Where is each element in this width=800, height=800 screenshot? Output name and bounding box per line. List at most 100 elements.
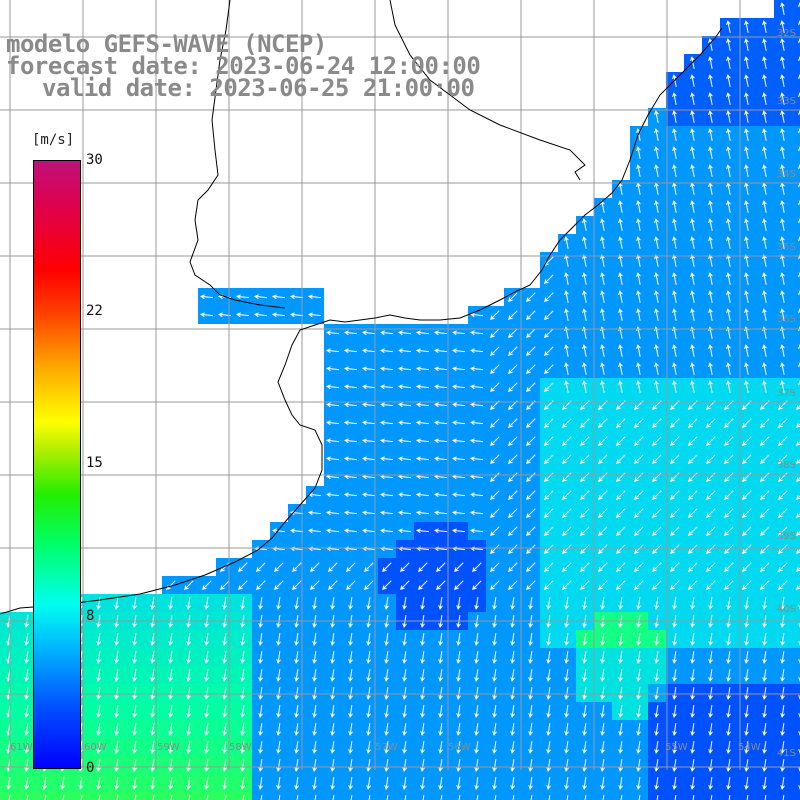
wind-arrow — [744, 200, 749, 213]
wind-cell — [792, 270, 800, 288]
wind-arrow — [186, 650, 191, 664]
wind-arrow — [114, 704, 119, 718]
wind-arrow — [652, 562, 662, 572]
wind-arrow — [796, 423, 800, 428]
wind-arrow — [582, 632, 587, 646]
wind-cell — [792, 18, 800, 36]
wind-arrow — [780, 92, 785, 105]
wind-arrow — [508, 310, 518, 320]
wind-arrow — [726, 722, 731, 736]
wind-cell — [468, 792, 486, 800]
wind-arrow — [744, 20, 749, 33]
wind-arrow — [744, 110, 749, 123]
wind-arrow — [760, 544, 770, 554]
wind-arrow — [564, 632, 569, 646]
wind-arrow — [690, 200, 695, 213]
wind-arrow — [312, 686, 317, 700]
wind-arrow — [433, 456, 448, 462]
wind-arrow — [762, 200, 767, 213]
wind-arrow — [780, 218, 785, 231]
wind-arrow — [240, 776, 245, 790]
wind-arrow — [762, 722, 767, 736]
wind-arrow — [168, 632, 173, 646]
wind-arrow — [744, 38, 749, 51]
wind-arrow — [616, 544, 626, 554]
wind-arrow — [474, 650, 479, 664]
wind-arrow — [690, 380, 695, 393]
wind-arrow — [544, 436, 554, 446]
wind-arrow — [780, 758, 785, 772]
wind-arrow — [238, 580, 248, 590]
wind-arrow — [114, 776, 119, 790]
wind-cell — [558, 792, 576, 800]
wind-cell — [288, 792, 306, 800]
wind-arrow — [240, 668, 245, 682]
wind-cell — [252, 792, 270, 800]
wind-arrow — [672, 308, 677, 321]
wind-arrow — [132, 650, 137, 664]
wind-arrow — [798, 767, 800, 772]
wind-cell — [720, 792, 738, 800]
wind-arrow — [526, 310, 536, 320]
wind-arrow — [397, 402, 412, 408]
wind-arrow — [562, 418, 572, 428]
wind-cell — [702, 792, 720, 800]
wind-arrow — [778, 526, 788, 536]
wind-cell — [198, 792, 216, 800]
wind-arrow — [778, 472, 788, 482]
wind-arrow — [526, 562, 536, 572]
wind-arrow — [96, 776, 101, 790]
lat-label: 39S — [776, 531, 796, 542]
wind-arrow — [240, 632, 245, 646]
wind-arrow — [546, 632, 551, 646]
wind-arrow — [600, 758, 605, 772]
wind-cell — [792, 126, 800, 144]
wind-arrow — [690, 218, 695, 231]
wind-arrow — [526, 418, 536, 428]
wind-arrow — [420, 686, 425, 700]
wind-arrow — [582, 722, 587, 736]
wind-arrow — [368, 794, 371, 800]
wind-arrow — [760, 526, 770, 536]
wind-arrow — [526, 508, 536, 518]
wind-arrow — [397, 348, 412, 354]
wind-arrow — [580, 526, 590, 536]
wind-arrow — [782, 794, 785, 800]
wind-arrow — [708, 776, 713, 790]
colorbar-tick-22: 22 — [86, 303, 103, 319]
wind-arrow — [744, 92, 749, 105]
wind-arrow — [744, 344, 749, 357]
wind-arrow — [397, 492, 412, 498]
wind-arrow — [546, 758, 551, 772]
wind-arrow — [451, 384, 466, 390]
wind-arrow — [690, 308, 695, 321]
wind-arrow — [634, 472, 644, 482]
wind-arrow — [294, 722, 299, 736]
wind-arrow — [546, 686, 551, 700]
wind-arrow — [433, 384, 448, 390]
wind-arrow — [706, 544, 716, 554]
wind-arrow — [62, 794, 65, 800]
wind-cell — [756, 792, 774, 800]
wind-arrow — [114, 758, 119, 772]
wind-arrow — [778, 454, 788, 464]
wind-arrow — [638, 794, 641, 800]
wind-arrow — [222, 596, 227, 610]
wind-arrow — [220, 580, 230, 590]
wind-cell — [792, 180, 800, 198]
wind-arrow — [490, 436, 500, 446]
wind-arrow — [636, 704, 641, 718]
wind-arrow — [760, 508, 770, 518]
wind-arrow — [798, 785, 800, 790]
wind-arrow — [528, 776, 533, 790]
wind-arrow — [433, 330, 448, 336]
wind-arrow — [386, 794, 389, 800]
wind-arrow — [600, 218, 605, 231]
wind-arrow — [688, 526, 698, 536]
wind-arrow — [726, 128, 731, 141]
wind-arrow — [490, 544, 500, 554]
wind-arrow — [798, 677, 800, 682]
wind-arrow — [294, 740, 299, 754]
wind-arrow — [762, 776, 767, 790]
wind-arrow — [564, 776, 569, 790]
